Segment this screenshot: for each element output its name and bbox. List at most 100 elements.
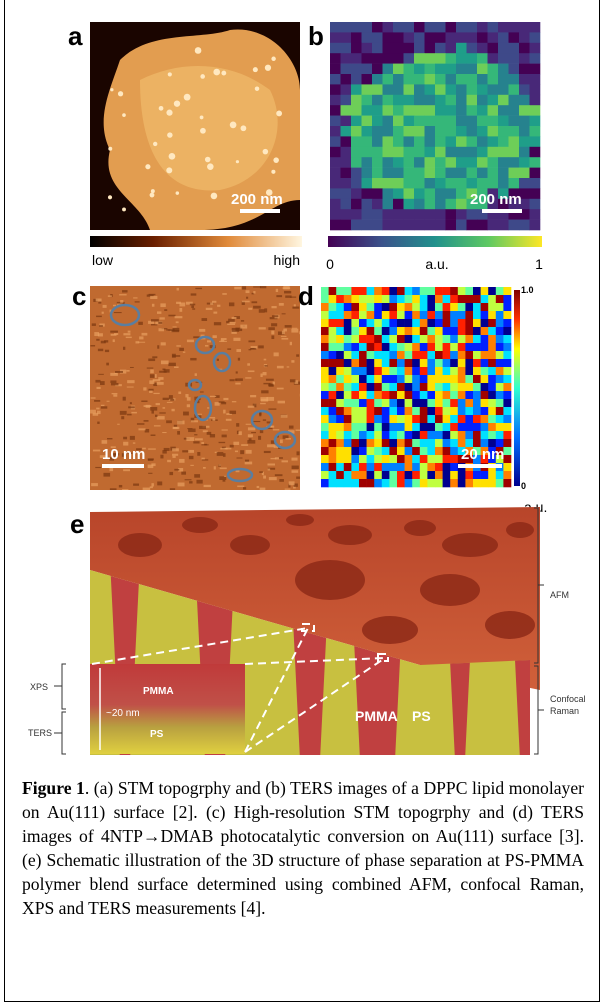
texture xyxy=(235,378,243,381)
pixel xyxy=(495,415,504,424)
texture xyxy=(242,286,247,290)
spot xyxy=(221,70,227,76)
pixel xyxy=(372,167,383,179)
domain-outline xyxy=(187,378,203,392)
pixel xyxy=(480,391,489,400)
pixel xyxy=(477,63,488,75)
texture xyxy=(221,401,227,405)
texture xyxy=(260,373,263,378)
pixel xyxy=(389,431,398,440)
texture xyxy=(98,373,104,375)
pixel xyxy=(495,335,504,344)
pixel xyxy=(328,423,337,432)
pixel xyxy=(330,105,341,116)
pixel xyxy=(381,399,390,408)
pixel xyxy=(427,319,436,328)
pixel xyxy=(508,22,520,33)
pixel xyxy=(343,391,352,400)
pixel xyxy=(435,399,443,408)
texture xyxy=(185,394,189,398)
texture xyxy=(291,327,298,329)
pixel xyxy=(351,391,360,400)
pixel xyxy=(389,439,398,448)
pixel xyxy=(503,415,512,424)
texture xyxy=(159,317,165,320)
pixel xyxy=(366,399,375,408)
pixel xyxy=(450,471,459,480)
pixel xyxy=(412,383,421,392)
pixel xyxy=(393,167,404,179)
pixel xyxy=(336,479,345,488)
pixel xyxy=(381,471,390,480)
texture xyxy=(236,430,240,435)
texture xyxy=(162,407,166,409)
pixel xyxy=(445,157,457,168)
scale-bar xyxy=(458,464,502,468)
pixel xyxy=(328,399,337,408)
pixel xyxy=(366,471,375,480)
colorbar-label: high xyxy=(274,252,300,268)
pixel xyxy=(477,198,488,210)
pixel xyxy=(480,455,489,464)
pixel xyxy=(450,463,459,472)
pixel xyxy=(419,471,428,480)
pixel xyxy=(435,209,446,220)
pixel xyxy=(450,399,459,408)
pixel xyxy=(508,178,520,189)
texture xyxy=(235,371,238,374)
pixel xyxy=(466,157,478,168)
pixel xyxy=(366,455,375,464)
texture xyxy=(151,410,154,414)
pixel xyxy=(529,157,541,168)
texture xyxy=(129,402,132,405)
texture xyxy=(122,346,126,350)
pixel xyxy=(351,367,360,376)
pixel xyxy=(487,146,499,158)
pixel xyxy=(477,115,488,127)
pixel xyxy=(382,219,394,231)
texture xyxy=(106,362,109,366)
texture xyxy=(247,434,253,438)
texture xyxy=(167,459,171,463)
pixel xyxy=(340,188,352,200)
pixel xyxy=(351,311,360,320)
texture xyxy=(217,368,223,370)
pixel xyxy=(403,209,415,220)
pixel xyxy=(321,303,329,312)
pixel xyxy=(330,84,341,96)
pixel xyxy=(435,219,446,231)
texture xyxy=(150,295,158,300)
pixel xyxy=(419,335,428,344)
texture xyxy=(90,409,96,414)
pixel xyxy=(403,74,415,85)
pixel xyxy=(424,178,436,189)
texture xyxy=(160,454,164,459)
pixel xyxy=(427,407,436,416)
domain-outline xyxy=(273,430,297,450)
texture xyxy=(101,311,104,314)
pixel xyxy=(487,42,499,54)
texture xyxy=(96,338,100,341)
texture xyxy=(178,467,184,472)
texture xyxy=(151,303,155,307)
pixel xyxy=(457,439,466,448)
pixel xyxy=(427,359,436,368)
pixel xyxy=(336,383,345,392)
pixel xyxy=(450,415,459,424)
pixel xyxy=(477,42,488,54)
texture xyxy=(132,442,136,444)
spot xyxy=(168,152,176,160)
pixel xyxy=(495,423,504,432)
texture xyxy=(168,362,176,367)
pixel xyxy=(473,471,481,480)
pixel xyxy=(480,327,489,336)
pixel xyxy=(435,351,443,360)
texture xyxy=(231,330,237,334)
pixel xyxy=(419,303,428,312)
pixel xyxy=(328,359,337,368)
pixel xyxy=(397,391,405,400)
pixel xyxy=(480,415,489,424)
pixel xyxy=(445,126,457,137)
texture xyxy=(223,409,226,414)
scale-bar xyxy=(240,209,280,213)
